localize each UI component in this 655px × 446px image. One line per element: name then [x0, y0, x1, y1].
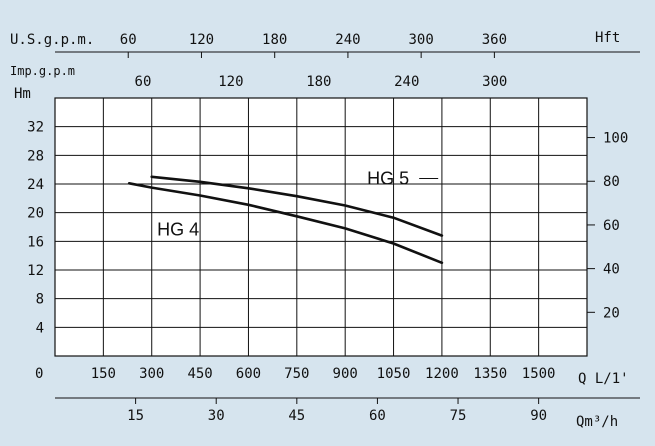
x-main-tick-label: 150 [91, 366, 116, 382]
m3h-tick-label: 45 [288, 408, 305, 424]
us-gpm-axis-label: U.S.g.p.m. [10, 32, 94, 48]
y-right-tick-label: 80 [603, 174, 620, 190]
x-origin-label: 0 [35, 366, 43, 382]
x-main-tick-label: 300 [139, 366, 164, 382]
m3h-tick-label: 15 [127, 408, 144, 424]
us-gpm-tick-label: 180 [262, 32, 287, 48]
us-gpm-tick-label: 360 [482, 32, 507, 48]
us-gpm-tick-label: 60 [120, 32, 137, 48]
x-main-tick-label: 1200 [425, 366, 459, 382]
imp-gpm-tick-label: 120 [218, 74, 243, 90]
us-gpm-tick-label: 120 [189, 32, 214, 48]
x-main-axis-label: Q L/1' [578, 371, 629, 387]
y-left-tick-label: 16 [27, 234, 44, 250]
x-main-tick-label: 600 [236, 366, 261, 382]
imp-gpm-tick-labels: 60 120 180 240 300 [135, 74, 508, 90]
grid-lines [55, 98, 587, 356]
series-label-hg-5: HG 5 [367, 169, 409, 189]
y-right-tick-label: 20 [603, 305, 620, 321]
y-right-tick-label: 60 [603, 218, 620, 234]
y-left-tick-label: 28 [27, 148, 44, 164]
hm-axis-label: Hm [14, 86, 31, 102]
m3h-tick-label: 90 [530, 408, 547, 424]
us-gpm-tick-label: 300 [409, 32, 434, 48]
m3h-tick-label: 30 [208, 408, 225, 424]
imp-gpm-tick-label: 60 [135, 74, 152, 90]
x-main-tick-label: 1350 [473, 366, 507, 382]
plot-area [54, 97, 588, 357]
x-main-tick-label: 450 [187, 366, 212, 382]
x-main-tick-label: 750 [284, 366, 309, 382]
series-line-hg-4 [127, 182, 444, 265]
y-left-tick-label: 32 [27, 120, 44, 136]
imp-gpm-axis-label: Imp.g.p.m [10, 64, 75, 78]
y-left-tick-label: 4 [36, 320, 44, 336]
hft-axis-label: Hft [595, 30, 620, 46]
y-left-tick-label: 20 [27, 206, 44, 222]
m3h-tick-labels: 15 30 45 60 75 90 [127, 398, 547, 424]
series-line-hg-5 [150, 175, 444, 237]
series-label-hg-4: HG 4 [157, 219, 199, 239]
x-main-tick-label: 1050 [377, 366, 411, 382]
x-main-tick-labels: 150 300 450 600 750 900 1050 1200 1350 1500 [91, 366, 556, 382]
y-right-tick-labels: 20 40 60 80 100 [587, 131, 628, 321]
imp-gpm-tick-label: 300 [482, 74, 507, 90]
y-left-tick-labels: 4 8 12 16 20 24 28 32 [27, 120, 44, 337]
m3h-tick-label: 60 [369, 408, 386, 424]
series-lines: HG 4 HG 5 [127, 169, 444, 265]
m3h-tick-label: 75 [450, 408, 467, 424]
y-right-tick-label: 40 [603, 262, 620, 278]
us-gpm-tick-label: 240 [335, 32, 360, 48]
y-left-tick-label: 24 [27, 177, 44, 193]
us-gpm-tick-labels: 60 120 180 240 300 360 [120, 32, 507, 58]
y-left-tick-label: 12 [27, 263, 44, 279]
imp-gpm-tick-label: 180 [306, 74, 331, 90]
y-right-tick-label: 100 [603, 131, 628, 147]
m3h-axis-label: Qm³/h [576, 414, 618, 430]
imp-gpm-tick-label: 240 [394, 74, 419, 90]
x-main-tick-label: 900 [333, 366, 358, 382]
y-left-tick-label: 8 [36, 292, 44, 308]
x-main-tick-label: 1500 [522, 366, 556, 382]
